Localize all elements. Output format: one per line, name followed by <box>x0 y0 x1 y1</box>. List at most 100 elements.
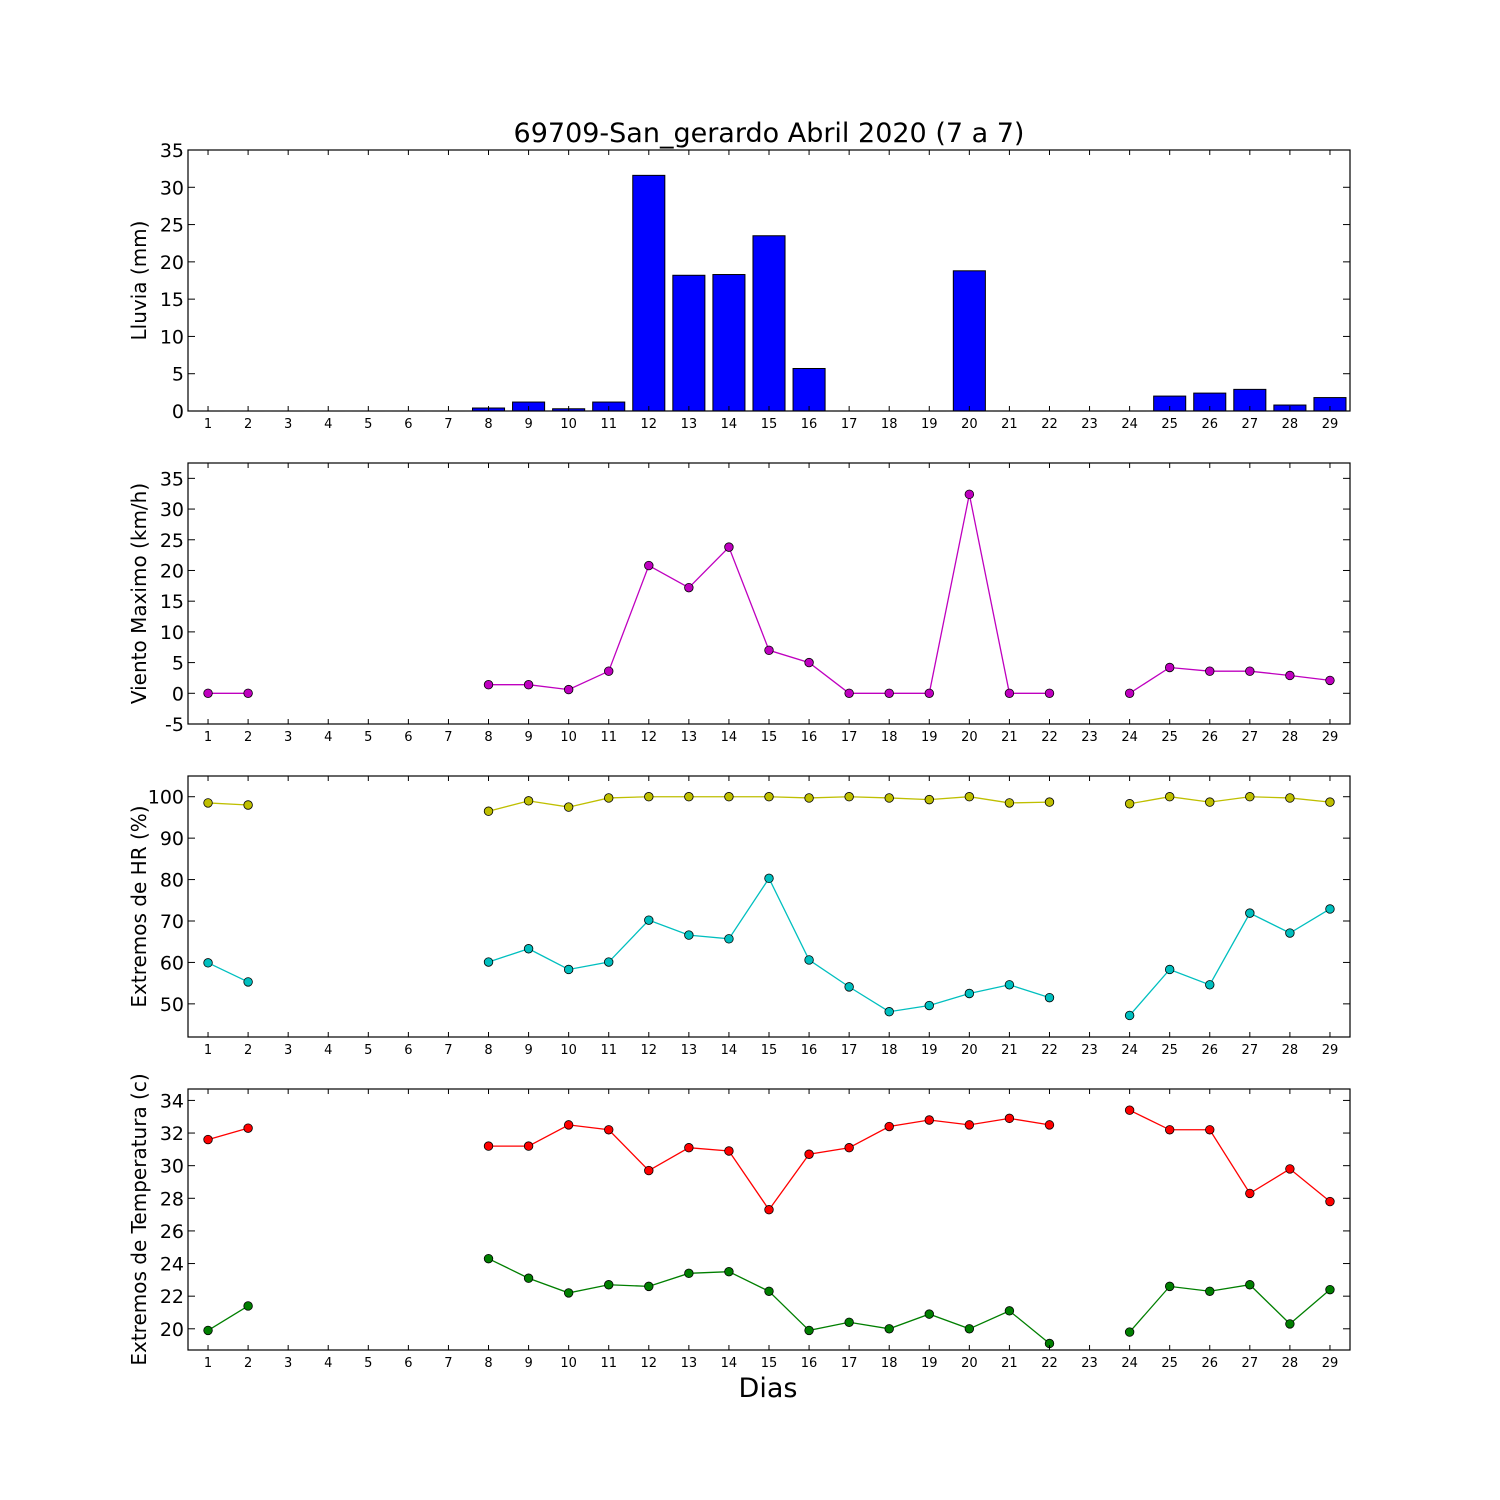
data-point <box>1245 908 1255 918</box>
x-tick-label: 25 <box>1161 417 1178 432</box>
y-tick-label: 10 <box>160 622 184 644</box>
x-tick-label: 29 <box>1322 417 1339 432</box>
x-tick-label: 29 <box>1322 730 1339 745</box>
data-point <box>644 915 654 925</box>
x-tick-label: 4 <box>324 1356 332 1371</box>
x-tick-label: 28 <box>1282 417 1299 432</box>
data-point <box>1205 1286 1215 1296</box>
x-tick-label: 6 <box>404 1356 412 1371</box>
data-point <box>243 1301 253 1311</box>
data-point <box>924 1115 934 1125</box>
rain-bar <box>672 274 706 412</box>
x-tick-label: 14 <box>721 1356 738 1371</box>
data-point <box>523 679 534 690</box>
x-tick-label: 22 <box>1041 1043 1058 1058</box>
data-point <box>243 977 253 987</box>
x-tick-label: 23 <box>1081 1356 1098 1371</box>
series-line <box>1129 1109 1331 1203</box>
x-tick-label: 23 <box>1081 730 1098 745</box>
data-point <box>924 688 934 698</box>
x-tick-label: 1 <box>204 417 212 432</box>
data-point <box>724 542 734 552</box>
x-tick-label: 29 <box>1322 1356 1339 1371</box>
data-point <box>243 800 253 810</box>
x-tick-label: 12 <box>641 1043 658 1058</box>
x-tick-label: 19 <box>921 730 938 745</box>
rain-bar <box>752 235 786 412</box>
x-tick-label: 6 <box>404 730 412 745</box>
y-tick-label: -5 <box>165 714 184 736</box>
series-line <box>208 802 249 806</box>
x-tick-label: 24 <box>1121 417 1138 432</box>
x-tick-label: 15 <box>761 730 778 745</box>
data-point <box>243 1123 253 1133</box>
x-tick-label: 3 <box>284 417 292 432</box>
data-point <box>884 1121 894 1132</box>
x-tick-label: 25 <box>1161 730 1178 745</box>
data-point <box>724 792 734 802</box>
data-point <box>604 666 614 676</box>
data-point <box>1205 980 1215 990</box>
x-tick-label: 24 <box>1121 1356 1138 1371</box>
data-point <box>1164 1281 1175 1292</box>
data-point <box>644 1165 654 1176</box>
series-line <box>207 1305 249 1331</box>
data-point <box>844 1317 854 1327</box>
x-tick-label: 3 <box>284 1043 292 1058</box>
x-tick-label: 2 <box>244 1043 252 1058</box>
x-tick-label: 17 <box>841 1043 858 1058</box>
x-tick-label: 13 <box>681 1043 698 1058</box>
data-point <box>804 955 814 965</box>
x-tick-label: 13 <box>681 417 698 432</box>
data-point <box>764 1205 774 1215</box>
x-tick-label: 21 <box>1001 730 1018 745</box>
x-tick-label: 4 <box>324 417 332 432</box>
data-point <box>924 1000 934 1011</box>
x-tick-label: 20 <box>961 1356 978 1371</box>
y-tick-label: 22 <box>160 1286 184 1308</box>
data-point <box>724 1146 734 1156</box>
panel-3: 1 2 3 4 5 6 7 8 9 10 11 12 13 14 15 16 17 18 19 20 21 22 23 24 2… <box>127 775 1351 1058</box>
x-tick-label: 27 <box>1242 417 1259 432</box>
y-tick-label: 15 <box>160 289 184 311</box>
x-tick-label: 3 <box>284 730 292 745</box>
series-line <box>1129 796 1331 805</box>
x-tick-label: 26 <box>1201 730 1218 745</box>
x-tick-label: 7 <box>444 730 452 745</box>
data-point <box>604 957 614 967</box>
data-point <box>844 688 854 698</box>
x-tick-label: 15 <box>761 417 778 432</box>
x-tick-label: 18 <box>881 417 898 432</box>
data-point <box>884 688 894 698</box>
data-point <box>203 688 213 698</box>
data-point <box>1205 797 1215 807</box>
x-tick-label: 14 <box>721 730 738 745</box>
data-point <box>1205 666 1215 676</box>
y-tick-label: 15 <box>160 591 184 613</box>
x-tick-label: 4 <box>324 730 332 745</box>
data-point <box>964 792 975 802</box>
data-point <box>1325 1284 1335 1295</box>
data-point <box>1044 797 1055 807</box>
x-tick-label: 16 <box>801 417 818 432</box>
x-tick-label: 18 <box>881 730 898 745</box>
rain-bar <box>712 274 746 412</box>
x-tick-label: 29 <box>1322 1043 1339 1058</box>
data-point <box>844 982 854 992</box>
data-point <box>1285 793 1295 803</box>
y-tick-label: 100 <box>148 787 184 809</box>
y-tick-label: 20 <box>160 560 184 582</box>
data-point <box>884 1007 894 1017</box>
panel-1: 1 2 3 4 5 6 7 8 9 10 11 12 13 14 15 16 17 18 19 20 21 22 23 24 2… <box>127 140 1351 432</box>
x-tick-label: 2 <box>244 417 252 432</box>
y-tick-label: 35 <box>160 140 184 162</box>
y-axis-label: Lluvia (mm) <box>127 221 151 341</box>
data-point <box>483 1253 494 1264</box>
x-tick-label: 26 <box>1201 1043 1218 1058</box>
x-tick-label: 1 <box>204 730 212 745</box>
x-tick-label: 24 <box>1121 730 1138 745</box>
data-point <box>1285 670 1295 681</box>
x-tick-label: 17 <box>841 417 858 432</box>
